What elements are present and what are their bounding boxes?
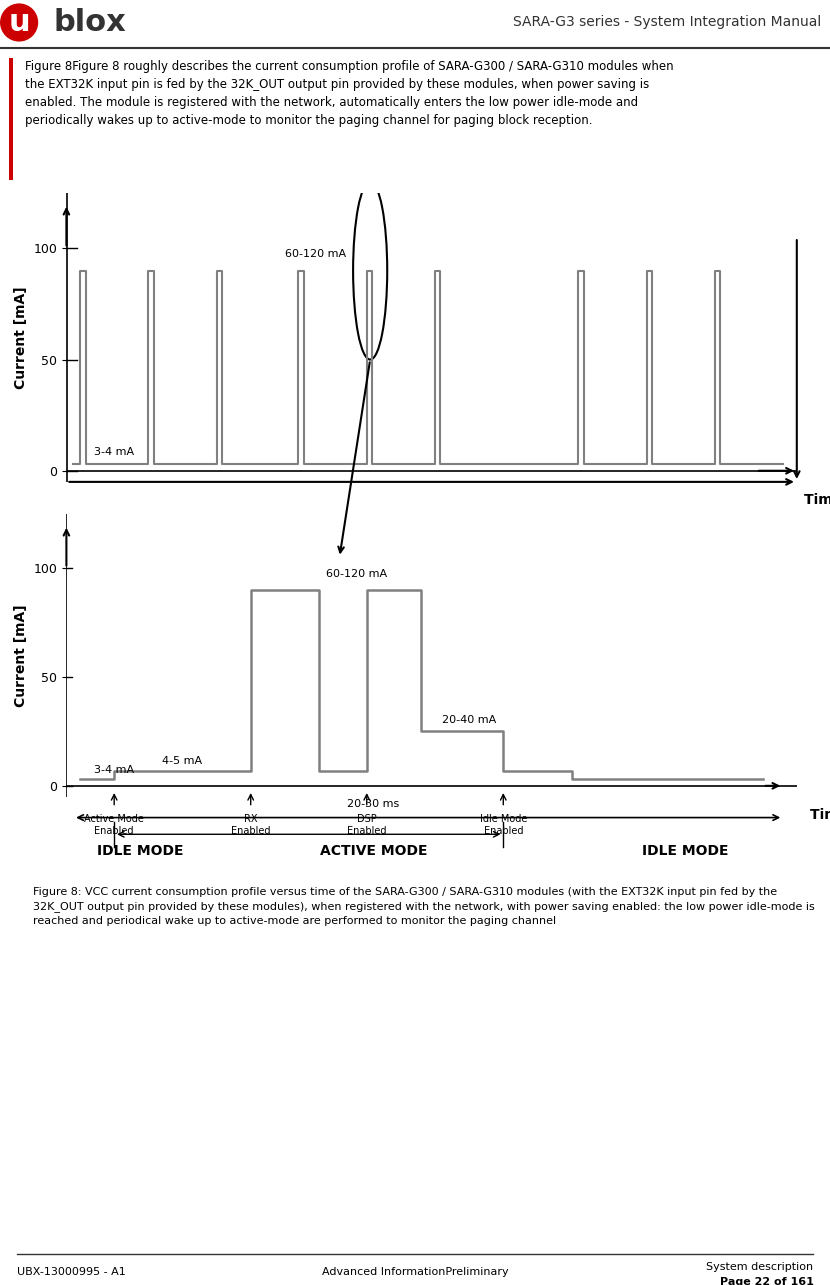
Text: System description: System description: [706, 1262, 813, 1272]
Text: IDLE MODE
0.44-2.09 s: IDLE MODE 0.44-2.09 s: [83, 519, 146, 541]
Text: blox: blox: [54, 8, 127, 37]
Text: RX
Enabled: RX Enabled: [231, 815, 271, 835]
Bar: [8, 58, 12, 180]
Text: 4-5 mA: 4-5 mA: [162, 757, 202, 766]
Text: ACTIVE MODE
20-30 ms: ACTIVE MODE 20-30 ms: [545, 519, 622, 541]
Text: Page 22 of 161: Page 22 of 161: [720, 1277, 813, 1285]
Text: 20-30 ms: 20-30 ms: [348, 799, 400, 810]
Text: Active Mode
Enabled: Active Mode Enabled: [85, 815, 144, 835]
Text: u: u: [8, 8, 30, 37]
Y-axis label: Current [mA]: Current [mA]: [14, 287, 28, 388]
Text: 3-4 mA: 3-4 mA: [94, 765, 134, 775]
Text: Figure 8Figure 8 roughly describes the current consumption profile of SARA-G300 : Figure 8Figure 8 roughly describes the c…: [25, 60, 673, 127]
Text: 60-120 mA: 60-120 mA: [285, 249, 346, 260]
Text: Figure 8: VCC current consumption profile versus time of the SARA-G300 / SARA-G3: Figure 8: VCC current consumption profil…: [33, 887, 815, 925]
Text: 60-120 mA: 60-120 mA: [326, 569, 387, 580]
Text: 3-4 mA: 3-4 mA: [94, 447, 134, 457]
Y-axis label: Current [mA]: Current [mA]: [14, 604, 28, 707]
Text: Time [ms]: Time [ms]: [810, 807, 830, 821]
Text: Time [s]: Time [s]: [803, 493, 830, 508]
Text: 20-40 mA: 20-40 mA: [442, 714, 496, 725]
Text: SARA-G3 series - System Integration Manual: SARA-G3 series - System Integration Manu…: [514, 15, 822, 30]
Text: ACTIVE MODE: ACTIVE MODE: [320, 844, 427, 858]
Text: Idle Mode
Enabled: Idle Mode Enabled: [480, 815, 527, 835]
Text: DSP
Enabled: DSP Enabled: [347, 815, 387, 835]
Text: IDLE MODE: IDLE MODE: [97, 844, 183, 858]
Text: IDLE MODE: IDLE MODE: [642, 844, 729, 858]
Text: UBX-13000995 - A1: UBX-13000995 - A1: [17, 1267, 125, 1277]
Text: Advanced InformationPreliminary: Advanced InformationPreliminary: [322, 1267, 508, 1277]
